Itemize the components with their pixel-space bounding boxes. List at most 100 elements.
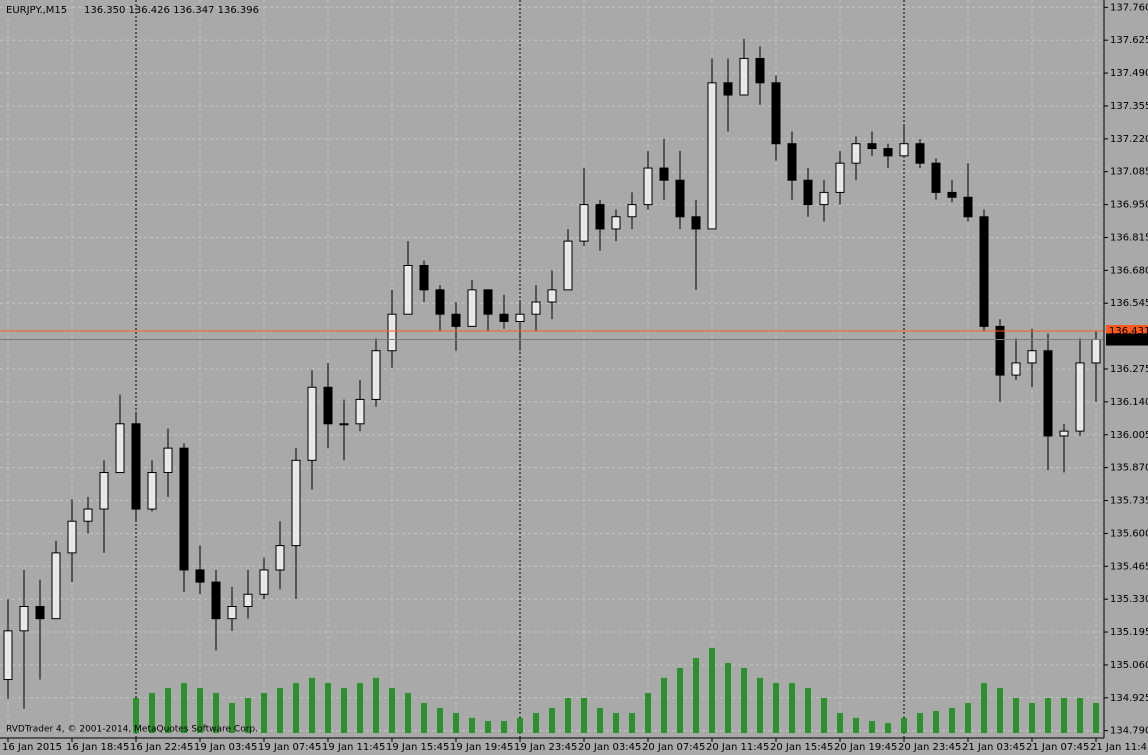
volume-bar bbox=[229, 703, 235, 733]
candle-body bbox=[515, 313, 525, 323]
candle-body bbox=[115, 423, 125, 474]
candle-body bbox=[131, 423, 141, 510]
y-tick-label: 135.060 bbox=[1110, 660, 1148, 671]
y-tick-label: 136.815 bbox=[1110, 232, 1148, 243]
candle-body bbox=[499, 313, 509, 323]
volume-bar bbox=[149, 693, 155, 733]
volume-bar bbox=[1093, 703, 1099, 733]
volume-bar bbox=[565, 698, 571, 733]
candle-body bbox=[51, 552, 61, 620]
candle-body bbox=[931, 162, 941, 193]
volume-bar bbox=[597, 708, 603, 733]
volume-bar bbox=[421, 703, 427, 733]
volume-bar bbox=[1061, 698, 1067, 733]
candle-body bbox=[163, 447, 173, 474]
candle-body bbox=[83, 508, 93, 522]
candle-body bbox=[995, 325, 1005, 376]
volume-bar bbox=[773, 683, 779, 733]
y-tick-label: 136.140 bbox=[1110, 397, 1148, 408]
y-tick-label: 137.625 bbox=[1110, 35, 1148, 46]
candle-body bbox=[179, 447, 189, 571]
candle-body bbox=[467, 289, 477, 327]
candle-body bbox=[611, 216, 621, 230]
x-tick-label: 19 Jan 03:45 bbox=[194, 742, 257, 753]
candle-body bbox=[403, 264, 413, 315]
volume-bar bbox=[341, 688, 347, 733]
candle-body bbox=[1091, 339, 1101, 364]
candle-body bbox=[291, 459, 301, 547]
candle-body bbox=[1075, 362, 1085, 432]
candle-body bbox=[323, 386, 333, 425]
copyright: RVDTrader 4, © 2001-2014, MetaQuotes Sof… bbox=[6, 725, 258, 735]
volume-bar bbox=[181, 683, 187, 733]
candle-body bbox=[563, 240, 573, 291]
volume-bar bbox=[549, 708, 555, 733]
candle-body bbox=[547, 289, 557, 303]
volume-bar bbox=[293, 683, 299, 733]
volume-bar bbox=[389, 688, 395, 733]
volume-bar bbox=[517, 718, 523, 733]
candle-body bbox=[531, 301, 541, 315]
x-tick-label: 20 Jan 11:45 bbox=[706, 742, 769, 753]
x-tick-label: 20 Jan 07:45 bbox=[642, 742, 705, 753]
volume-bar bbox=[453, 713, 459, 733]
x-tick-label: 19 Jan 19:45 bbox=[450, 742, 513, 753]
volume-bar bbox=[485, 721, 491, 733]
volume-bar bbox=[1045, 698, 1051, 733]
volume-bar bbox=[837, 713, 843, 733]
volume-bar bbox=[325, 683, 331, 733]
candle-body bbox=[883, 148, 893, 157]
candle-body bbox=[787, 143, 797, 181]
candle-body bbox=[947, 191, 957, 198]
y-tick-label: 137.220 bbox=[1110, 134, 1148, 145]
candle-body bbox=[803, 179, 813, 206]
volume-bar bbox=[965, 703, 971, 733]
candle-body bbox=[755, 57, 765, 84]
y-tick-label: 135.870 bbox=[1110, 463, 1148, 474]
bid-label: 136.396 bbox=[1109, 335, 1148, 346]
candle-body bbox=[435, 289, 445, 315]
volume-bar bbox=[981, 683, 987, 733]
candle-body bbox=[739, 57, 749, 96]
x-tick-label: 16 Jan 2015 bbox=[2, 742, 62, 753]
y-tick-label: 136.950 bbox=[1110, 200, 1148, 211]
y-tick-label: 135.600 bbox=[1110, 528, 1148, 539]
candle-body bbox=[899, 143, 909, 157]
candle-body bbox=[147, 472, 157, 510]
volume-bar bbox=[885, 723, 891, 733]
x-tick-label: 20 Jan 03:45 bbox=[578, 742, 641, 753]
ask-label: 136.431 bbox=[1109, 326, 1148, 337]
candle-body bbox=[35, 605, 45, 620]
candle-body bbox=[835, 162, 845, 193]
x-tick-label: 20 Jan 15:45 bbox=[770, 742, 833, 753]
bid-label-box bbox=[1106, 333, 1148, 346]
volume-bar bbox=[501, 721, 507, 733]
chart-title: EURJPY.,M15 bbox=[6, 5, 67, 16]
volume-bar bbox=[917, 713, 923, 733]
candle-body bbox=[707, 82, 717, 230]
candle-body bbox=[371, 350, 381, 400]
candle-body bbox=[867, 143, 877, 150]
x-tick-label: 19 Jan 07:45 bbox=[258, 742, 321, 753]
x-tick-label: 19 Jan 11:45 bbox=[322, 742, 385, 753]
volume-bar bbox=[949, 708, 955, 733]
x-tick-label: 21 Jan 07:45 bbox=[1026, 742, 1089, 753]
volume-bar bbox=[469, 718, 475, 733]
volume-bar bbox=[277, 688, 283, 733]
candle-body bbox=[595, 204, 605, 230]
candle-body bbox=[275, 545, 285, 571]
candle-body bbox=[643, 167, 653, 206]
volume-bar bbox=[437, 708, 443, 733]
candle-body bbox=[979, 216, 989, 327]
y-tick-label: 134.790 bbox=[1110, 726, 1148, 737]
volume-bar bbox=[725, 663, 731, 733]
candle-body bbox=[195, 569, 205, 583]
candle-body bbox=[387, 313, 397, 352]
candle-body bbox=[339, 423, 349, 426]
volume-bar bbox=[133, 698, 139, 733]
candle-body bbox=[1043, 350, 1053, 437]
volume-bar bbox=[757, 678, 763, 733]
volume-bar bbox=[581, 698, 587, 733]
x-tick-label: 20 Jan 19:45 bbox=[834, 742, 897, 753]
